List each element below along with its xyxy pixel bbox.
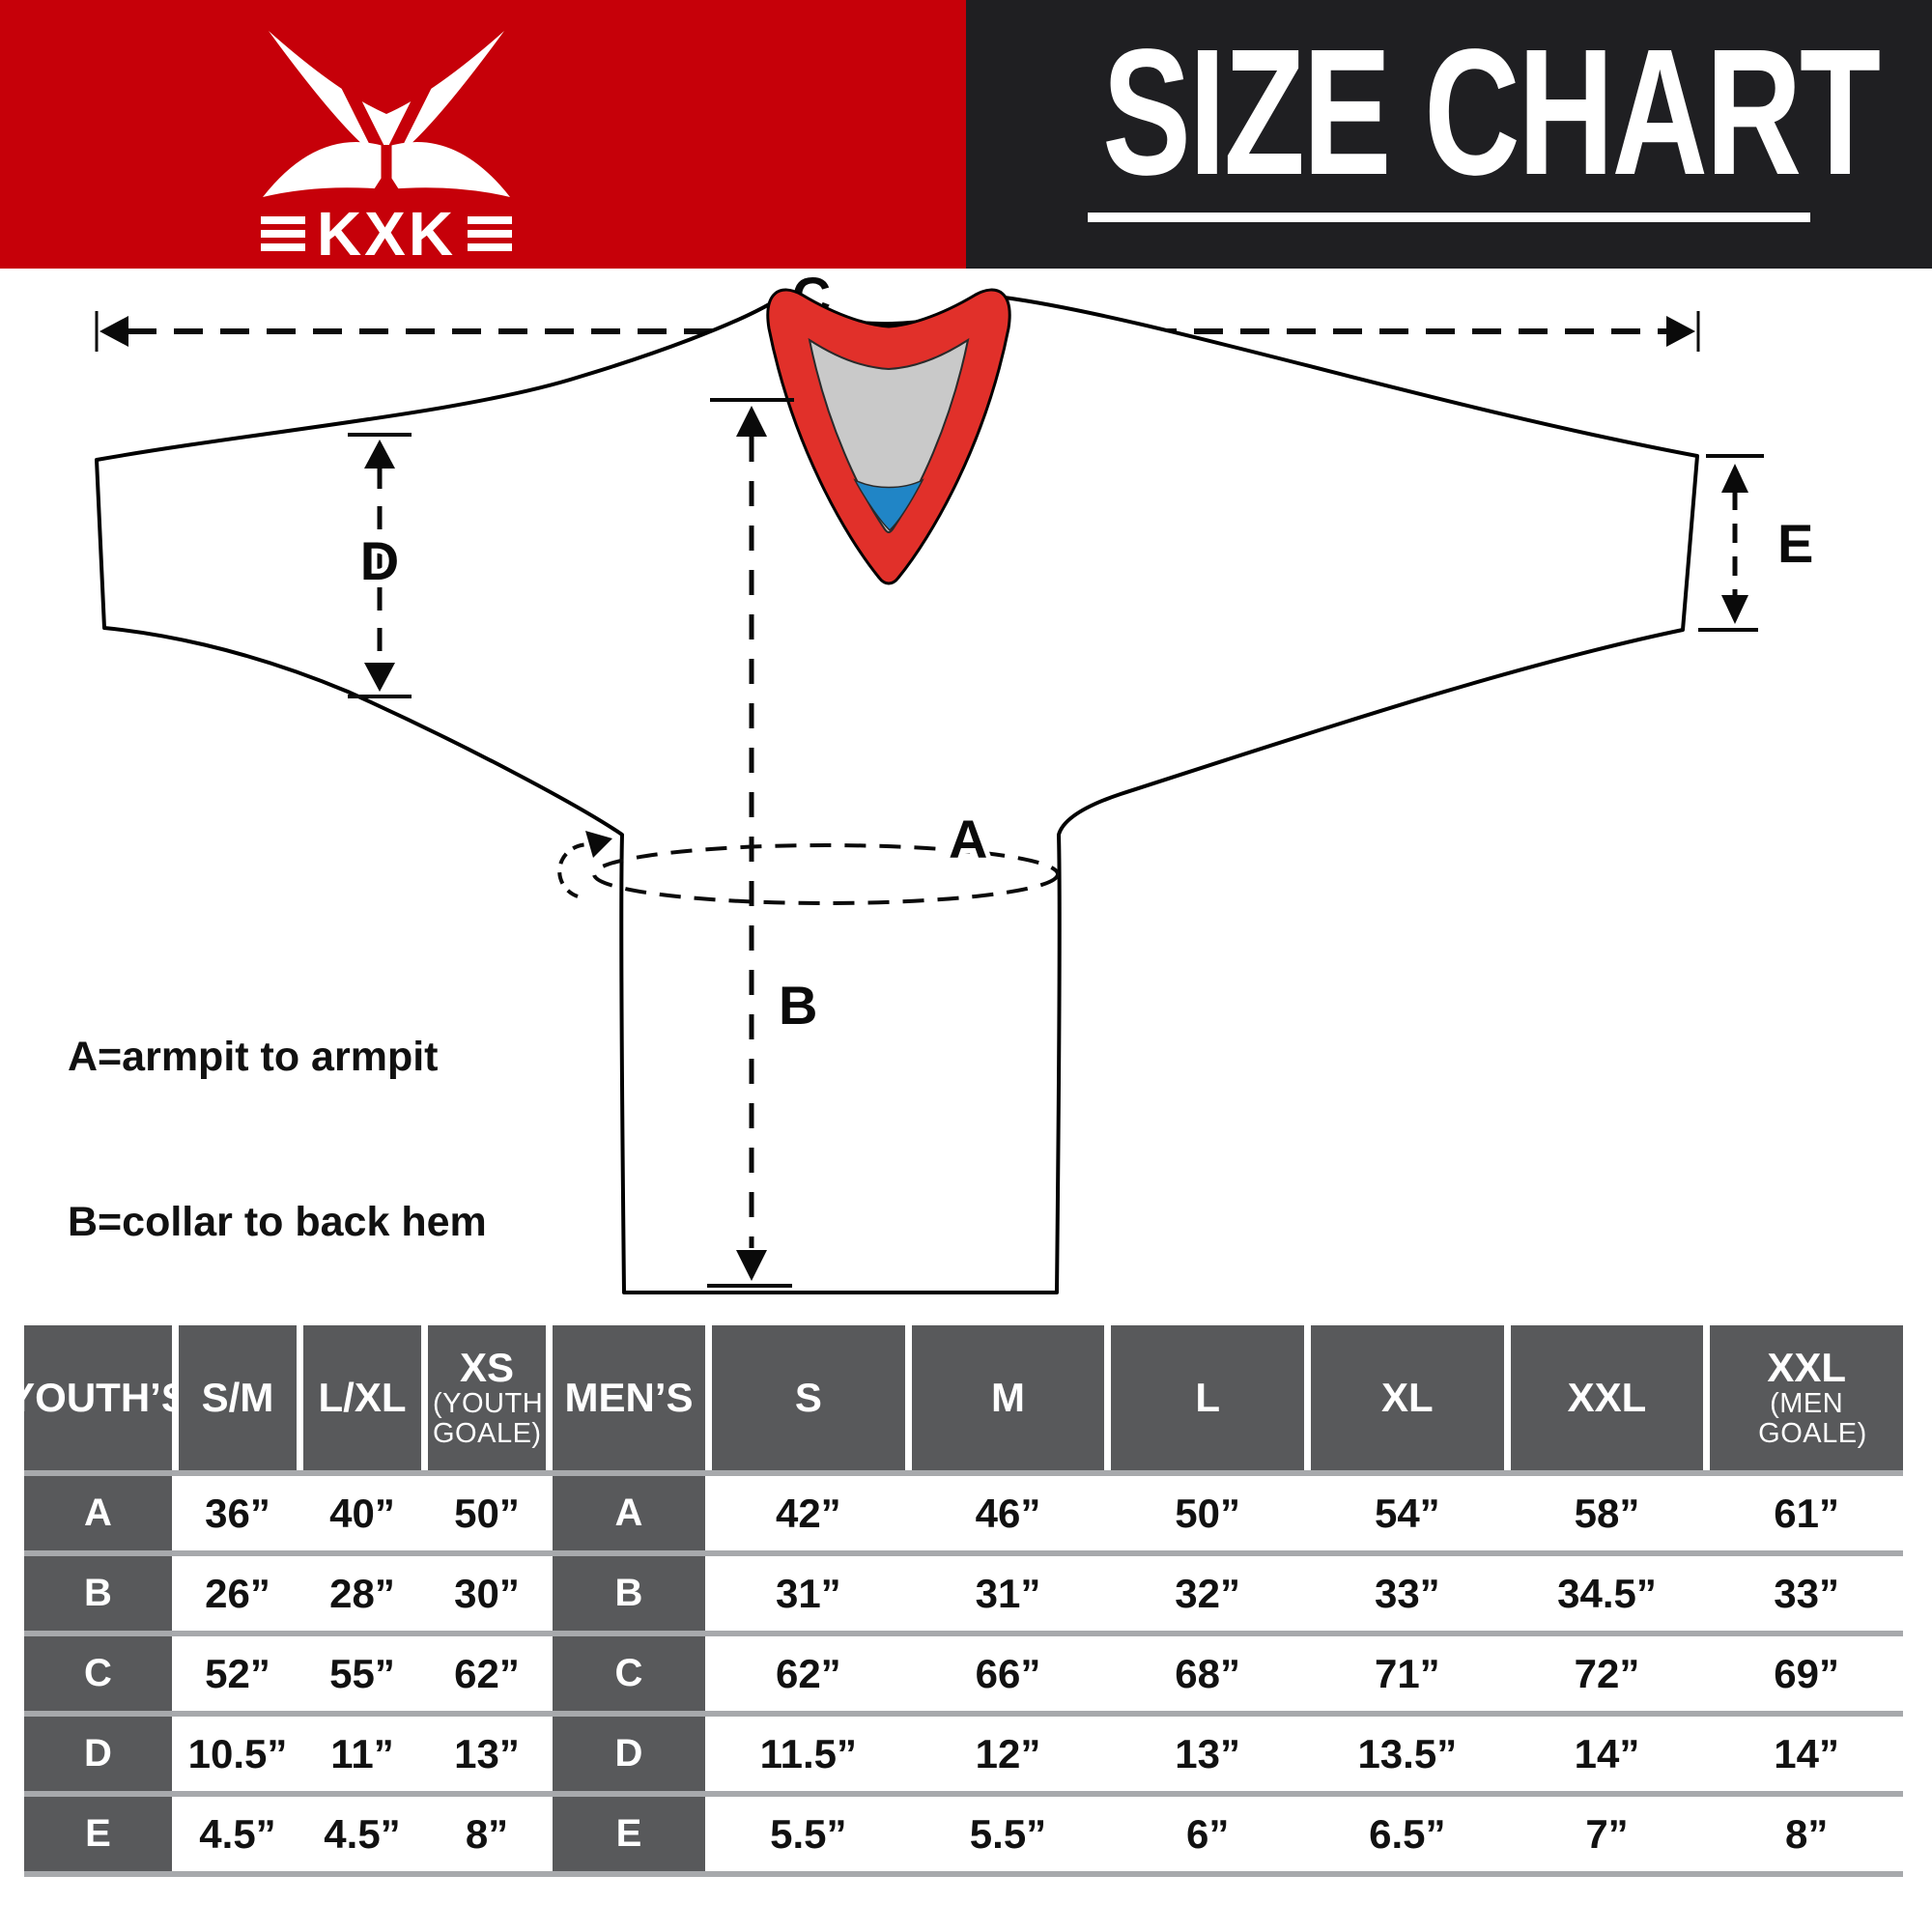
cell-youth-c-lxl: 55” — [303, 1636, 421, 1711]
cell-men-e-xl: 6.5” — [1311, 1797, 1504, 1871]
cell-men-c-xl: 71” — [1311, 1636, 1504, 1711]
size-table: YOUTH’S S/M L/XL XS (YOUTH GOALE) MEN’S … — [8, 1325, 1903, 1877]
cell-men-b-m: 31” — [911, 1556, 1105, 1631]
cell-men-a-m: 46” — [911, 1476, 1105, 1550]
cell-men-d-l: 13” — [1111, 1717, 1304, 1791]
cell-youth-b-lxl: 28” — [303, 1556, 421, 1631]
title-underline — [1088, 213, 1810, 222]
cell-men-c-xxlg: 69” — [1710, 1636, 1903, 1711]
cell-youth-b-sm: 26” — [179, 1556, 297, 1631]
table-row-a: A 36” 40” 50” A 42” 46” 50” 54” 58” 61” — [24, 1476, 1903, 1550]
cell-men-a-xxlg: 61” — [1710, 1476, 1903, 1550]
cell-men-c-m: 66” — [911, 1636, 1105, 1711]
row-label-youth-a: A — [24, 1476, 172, 1550]
row-label-men-e: E — [553, 1797, 705, 1871]
cell-men-b-s: 31” — [712, 1556, 905, 1631]
measure-arrow-b — [707, 398, 794, 1288]
cell-youth-b-xs: 30” — [428, 1556, 546, 1631]
brand-wordmark: KXK — [227, 203, 546, 265]
cell-youth-d-xs: 13” — [428, 1717, 546, 1791]
legend-line-a: A=armpit to armpit — [68, 1034, 439, 1080]
left-bars-icon — [260, 216, 305, 251]
cell-men-b-xl: 33” — [1311, 1556, 1504, 1631]
cell-youth-e-sm: 4.5” — [179, 1797, 297, 1871]
kxk-emblem-icon — [263, 31, 510, 197]
row-label-youth-d: D — [24, 1717, 172, 1791]
header-men-xxl-goalie: XXL (MEN GOALE) — [1710, 1325, 1903, 1470]
cell-men-b-l: 32” — [1111, 1556, 1304, 1631]
header-men-m: M — [911, 1325, 1105, 1470]
measure-arrow-d — [348, 433, 412, 698]
brand-logo: KXK — [227, 25, 546, 265]
row-label-men-d: D — [553, 1717, 705, 1791]
header-mens: MEN’S — [553, 1325, 705, 1470]
row-label-men-a: A — [553, 1476, 705, 1550]
header-youth-sm: S/M — [179, 1325, 297, 1470]
row-label-youth-b: B — [24, 1556, 172, 1631]
cell-men-a-s: 42” — [712, 1476, 905, 1550]
measure-arrow-e — [1698, 454, 1764, 632]
cell-men-b-xxlg: 33” — [1710, 1556, 1903, 1631]
cell-youth-a-lxl: 40” — [303, 1476, 421, 1550]
collar-blue-insert — [853, 478, 924, 532]
cell-men-d-s: 11.5” — [712, 1717, 905, 1791]
label-a: A — [949, 809, 987, 869]
cell-men-a-l: 50” — [1111, 1476, 1304, 1550]
banner-black-panel — [966, 0, 1932, 269]
cell-men-e-l: 6” — [1111, 1797, 1304, 1871]
header-men-l: L — [1111, 1325, 1304, 1470]
cell-men-a-xl: 54” — [1311, 1476, 1504, 1550]
brand-wordmark-text: KXK — [316, 199, 457, 269]
measure-ellipse-a — [557, 831, 1060, 905]
cell-youth-e-xs: 8” — [428, 1797, 546, 1871]
header-men-s: S — [712, 1325, 905, 1470]
row-label-youth-c: C — [24, 1636, 172, 1711]
row-label-men-b: B — [553, 1556, 705, 1631]
row-label-youth-e: E — [24, 1797, 172, 1871]
header-men-xl: XL — [1311, 1325, 1504, 1470]
cell-men-e-m: 5.5” — [911, 1797, 1105, 1871]
cell-youth-c-sm: 52” — [179, 1636, 297, 1711]
cell-men-e-s: 5.5” — [712, 1797, 905, 1871]
table-row-e: E 4.5” 4.5” 8” E 5.5” 5.5” 6” 6.5” 7” 8” — [24, 1797, 1903, 1871]
cell-men-d-xxl: 14” — [1510, 1717, 1704, 1791]
cell-men-d-m: 12” — [911, 1717, 1105, 1791]
cell-men-b-xxl: 34.5” — [1510, 1556, 1704, 1631]
table-row-b: B 26” 28” 30” B 31” 31” 32” 33” 34.5” 33… — [24, 1556, 1903, 1631]
header-youths: YOUTH’S — [8, 1325, 188, 1470]
label-e: E — [1777, 513, 1813, 574]
cell-men-a-xxl: 58” — [1510, 1476, 1704, 1550]
page-title-block: SIZE CHART — [966, 23, 1932, 222]
table-row-d: D 10.5” 11” 13” D 11.5” 12” 13” 13.5” 14… — [24, 1717, 1903, 1791]
cell-youth-e-lxl: 4.5” — [303, 1797, 421, 1871]
cell-men-e-xxl: 7” — [1510, 1797, 1704, 1871]
table-row-c: C 52” 55” 62” C 62” 66” 68” 71” 72” 69” — [24, 1636, 1903, 1711]
table-header-row: YOUTH’S S/M L/XL XS (YOUTH GOALE) MEN’S … — [8, 1325, 1903, 1470]
cell-men-d-xl: 13.5” — [1311, 1717, 1504, 1791]
cell-men-c-s: 62” — [712, 1636, 905, 1711]
label-b: B — [779, 975, 817, 1036]
cell-youth-d-sm: 10.5” — [179, 1717, 297, 1791]
cell-youth-a-sm: 36” — [179, 1476, 297, 1550]
jersey-outline — [95, 296, 1699, 1294]
cell-men-d-xxlg: 14” — [1710, 1717, 1903, 1791]
cell-youth-c-xs: 62” — [428, 1636, 546, 1711]
header-men-xxl: XXL — [1510, 1325, 1704, 1470]
collar — [766, 288, 1011, 585]
cell-men-c-xxl: 72” — [1510, 1636, 1704, 1711]
header-youth-xs-goalie: XS (YOUTH GOALE) — [428, 1325, 546, 1470]
row-label-men-c: C — [553, 1636, 705, 1711]
cell-men-c-l: 68” — [1111, 1636, 1304, 1711]
cell-youth-d-lxl: 11” — [303, 1717, 421, 1791]
legend-line-b: B=collar to back hem — [68, 1199, 487, 1245]
page-title: SIZE CHART — [1102, 13, 1881, 213]
cell-men-e-xxlg: 8” — [1710, 1797, 1903, 1871]
right-bars-icon — [468, 216, 513, 251]
label-d: D — [360, 530, 399, 591]
header-youth-lxl: L/XL — [303, 1325, 421, 1470]
cell-youth-a-xs: 50” — [428, 1476, 546, 1550]
